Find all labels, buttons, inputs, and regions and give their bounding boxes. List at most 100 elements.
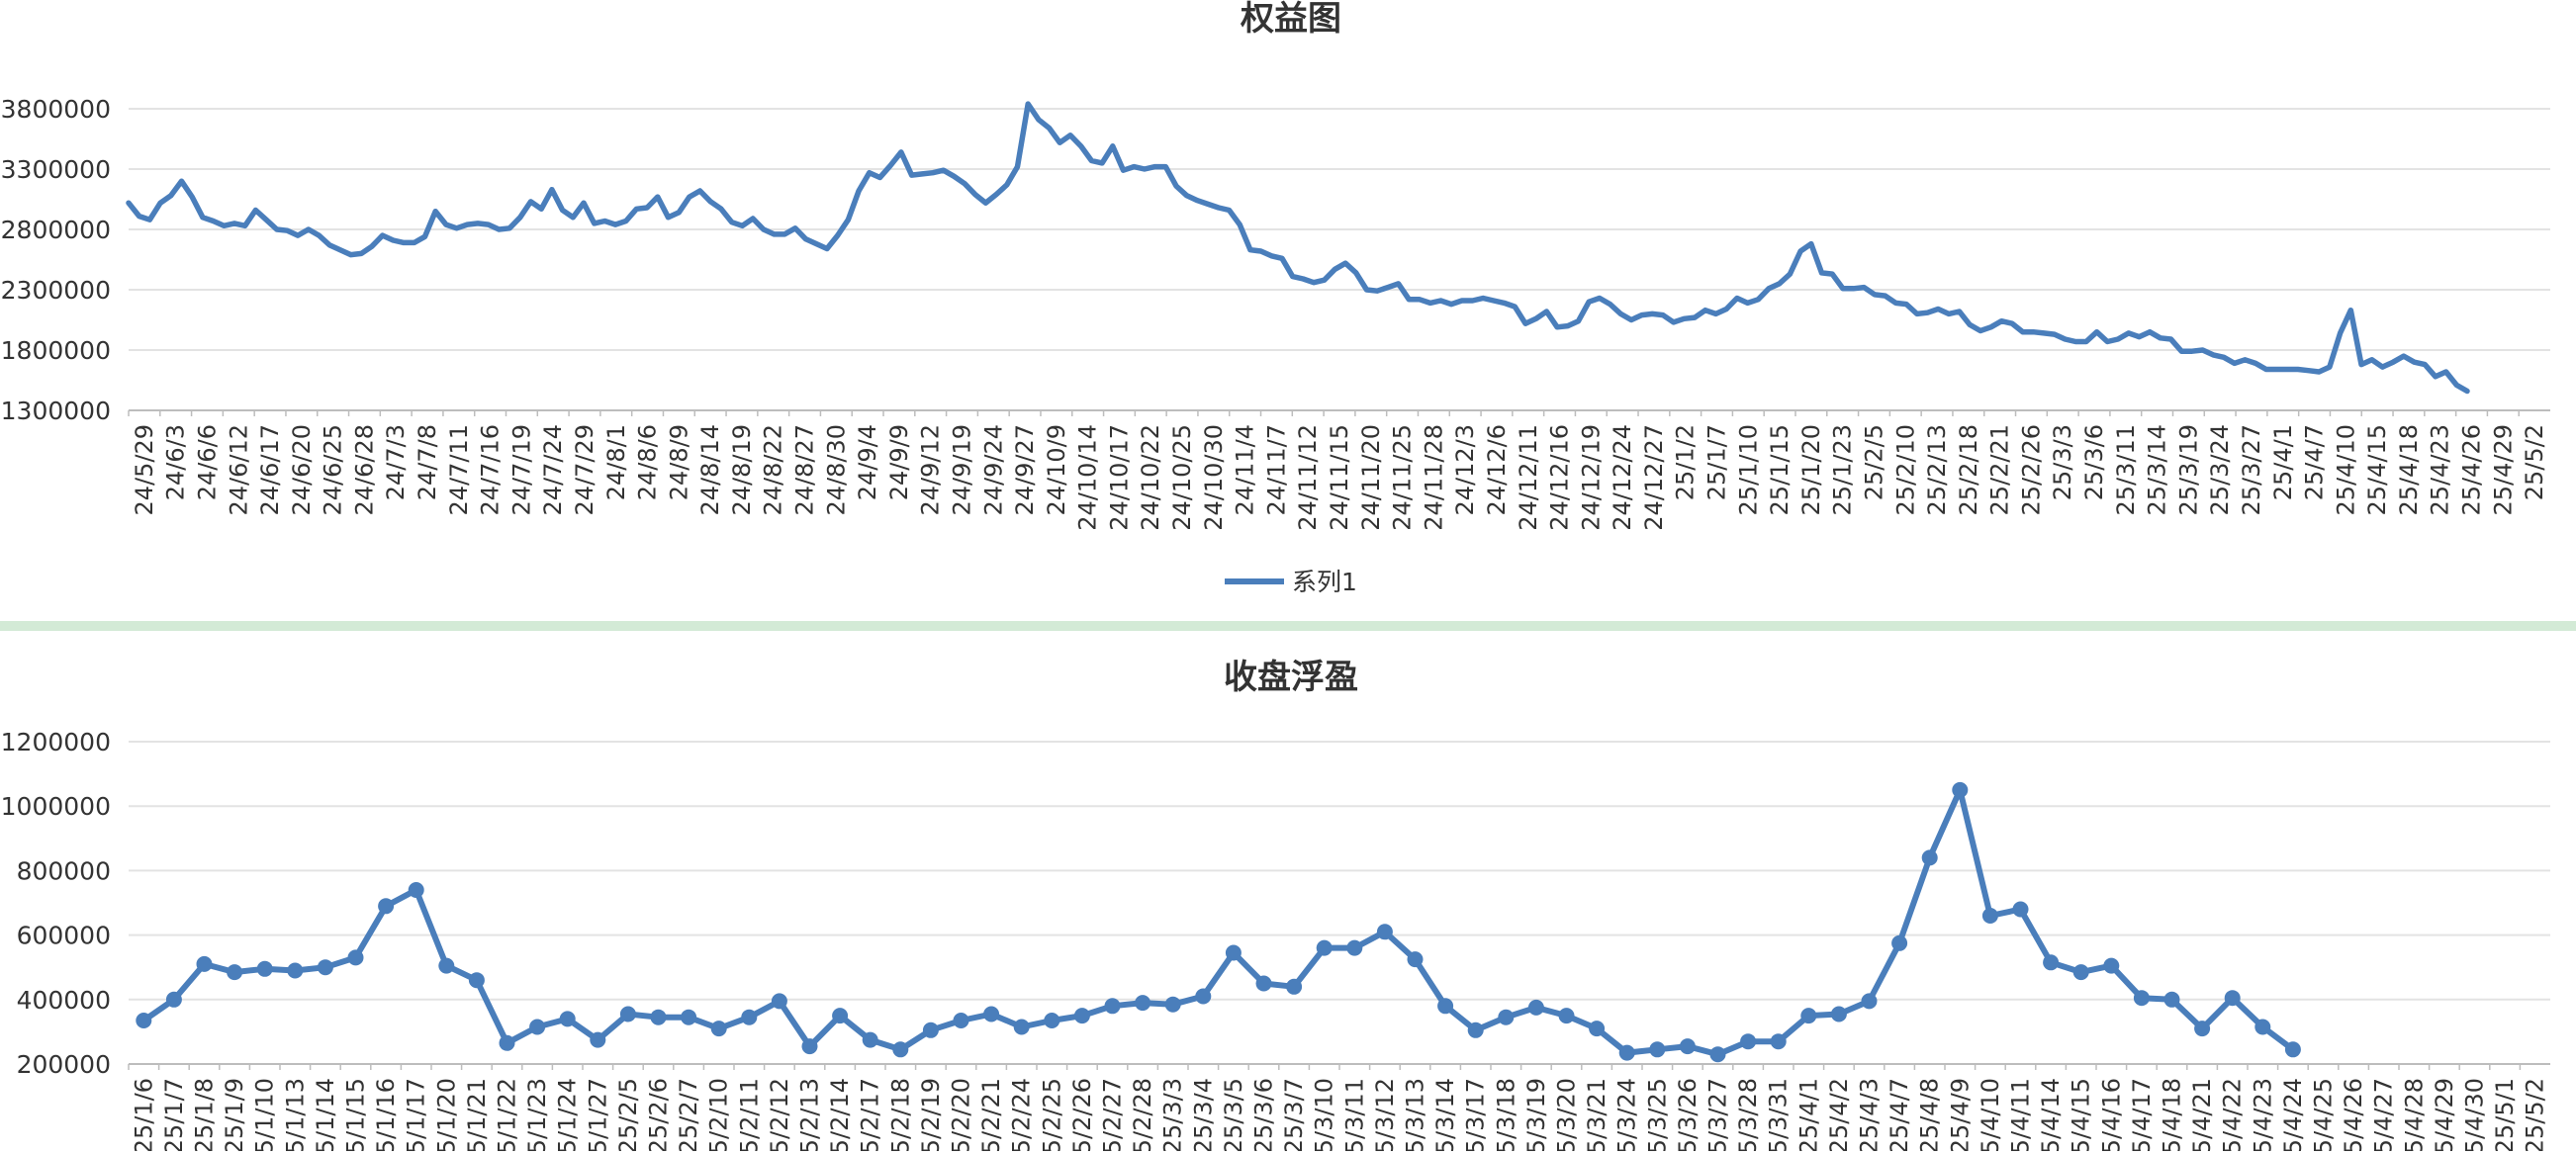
x-tick-label: 25/2/13 — [796, 1078, 824, 1151]
x-tick-label: 25/3/11 — [1340, 1078, 1368, 1151]
x-tick-label: 25/3/17 — [1462, 1078, 1490, 1151]
x-tick-label: 25/2/17 — [857, 1078, 884, 1151]
x-tick-label: 24/6/20 — [288, 424, 316, 516]
data-point — [590, 1031, 606, 1048]
x-tick-label: 25/2/18 — [886, 1078, 914, 1151]
x-tick-label: 24/8/27 — [791, 424, 819, 516]
x-tick-label: 24/8/22 — [760, 424, 787, 516]
data-point — [1104, 998, 1121, 1015]
x-tick-label: 25/4/10 — [2332, 424, 2359, 516]
data-point — [227, 964, 243, 981]
x-tick-label: 25/1/17 — [403, 1078, 430, 1151]
x-tick-label: 24/8/9 — [665, 424, 692, 500]
x-tick-label: 24/9/24 — [979, 424, 1007, 516]
data-point — [136, 1013, 152, 1028]
data-point — [378, 898, 395, 915]
x-tick-label: 25/2/28 — [1129, 1078, 1156, 1151]
x-tick-label: 24/6/3 — [162, 424, 190, 500]
series-line — [140, 786, 2296, 1058]
x-tick-label: 25/3/21 — [1583, 1078, 1610, 1151]
x-tick-label: 25/3/3 — [2049, 424, 2076, 500]
x-tick-label: 24/7/11 — [445, 424, 473, 516]
x-tick-label: 25/4/16 — [2097, 1078, 2125, 1151]
x-tick-label: 25/1/10 — [1734, 424, 1762, 516]
x-tick-label: 24/6/17 — [256, 424, 284, 516]
data-point — [1981, 908, 1998, 924]
x-tick-label: 25/4/24 — [2279, 1078, 2307, 1151]
data-point — [2133, 990, 2150, 1007]
x-tick-label: 24/12/27 — [1640, 424, 1668, 531]
x-tick-label: 25/2/25 — [1038, 1078, 1065, 1151]
data-point — [499, 1034, 515, 1051]
data-point — [1861, 993, 1878, 1010]
x-tick-label: 25/2/26 — [2017, 424, 2045, 516]
x-tick-label: 25/4/10 — [1977, 1078, 2004, 1151]
x-tick-label: 25/3/18 — [1492, 1078, 1519, 1151]
data-point — [1467, 1022, 1484, 1038]
x-tick-label: 24/7/8 — [414, 424, 441, 500]
x-tick-label: 25/2/18 — [1955, 424, 1982, 516]
x-tick-label: 25/4/29 — [2489, 424, 2517, 516]
y-tick-label: 1200000 — [1, 728, 111, 756]
data-point — [650, 1009, 667, 1025]
data-point — [196, 955, 213, 972]
x-tick-label: 25/3/24 — [2206, 424, 2234, 516]
x-tick-label: 24/11/28 — [1420, 424, 1447, 531]
x-tick-label: 25/3/24 — [1613, 1078, 1641, 1151]
x-tick-label: 25/4/8 — [1916, 1078, 1944, 1151]
x-tick-label: 25/2/6 — [645, 1078, 673, 1151]
data-point — [2043, 954, 2060, 971]
x-tick-label: 25/1/24 — [554, 1078, 582, 1151]
x-tick-label: 25/4/7 — [1886, 1078, 1913, 1151]
x-tick-label: 25/2/21 — [977, 1078, 1005, 1151]
data-point — [1195, 988, 1212, 1005]
x-tick-label: 25/1/23 — [523, 1078, 551, 1151]
data-point — [1286, 978, 1303, 995]
data-point — [1830, 1006, 1847, 1022]
data-point — [1618, 1044, 1635, 1061]
data-point — [922, 1022, 939, 1038]
x-tick-label: 24/12/24 — [1609, 424, 1636, 531]
x-tick-label: 24/6/25 — [320, 424, 347, 516]
x-tick-label: 25/2/11 — [735, 1078, 763, 1151]
x-tick-label: 25/2/21 — [1986, 424, 2014, 516]
x-tick-label: 25/4/15 — [2068, 1078, 2095, 1151]
data-point — [1255, 975, 1272, 992]
data-point — [1437, 998, 1454, 1015]
x-tick-label: 25/1/10 — [251, 1078, 279, 1151]
data-point — [2194, 1021, 2211, 1037]
data-point — [741, 1009, 758, 1025]
x-tick-label: 25/1/22 — [494, 1078, 521, 1151]
x-tick-label: 25/4/25 — [2310, 1078, 2338, 1151]
x-tick-label: 25/4/1 — [1794, 1078, 1822, 1151]
x-tick-label: 25/2/27 — [1099, 1078, 1127, 1151]
x-tick-label: 25/3/7 — [1280, 1078, 1308, 1151]
x-tick-label: 25/5/2 — [2522, 1078, 2549, 1151]
data-point — [529, 1019, 546, 1035]
data-point — [1225, 944, 1242, 961]
x-tick-label: 25/4/15 — [2363, 424, 2391, 516]
x-tick-label: 25/2/26 — [1068, 1078, 1096, 1151]
x-tick-label: 25/3/20 — [1553, 1078, 1581, 1151]
x-tick-label: 25/2/12 — [766, 1078, 793, 1151]
x-tick-label: 24/11/25 — [1389, 424, 1417, 531]
y-tick-label: 200000 — [17, 1050, 111, 1079]
x-tick-label: 25/3/26 — [1674, 1078, 1702, 1151]
data-point — [983, 1006, 1000, 1022]
y-tick-label: 3800000 — [1, 95, 111, 124]
x-tick-label: 24/11/12 — [1294, 424, 1322, 531]
y-tick-label: 800000 — [17, 856, 111, 885]
x-tick-label: 24/10/14 — [1074, 424, 1102, 531]
data-point — [1709, 1046, 1726, 1063]
x-tick-label: 25/3/19 — [1522, 1078, 1550, 1151]
x-tick-label: 25/1/14 — [312, 1078, 339, 1151]
x-tick-label: 25/3/4 — [1189, 1078, 1217, 1151]
data-point — [1952, 781, 1969, 798]
x-tick-label: 25/3/12 — [1371, 1078, 1399, 1151]
chart-title: 权益图 — [1240, 0, 1341, 39]
x-tick-label: 24/5/29 — [131, 424, 158, 516]
x-tick-label: 24/8/19 — [728, 424, 756, 516]
data-point — [953, 1013, 969, 1028]
data-point — [1800, 1008, 1817, 1024]
x-tick-label: 25/4/26 — [2458, 424, 2486, 516]
